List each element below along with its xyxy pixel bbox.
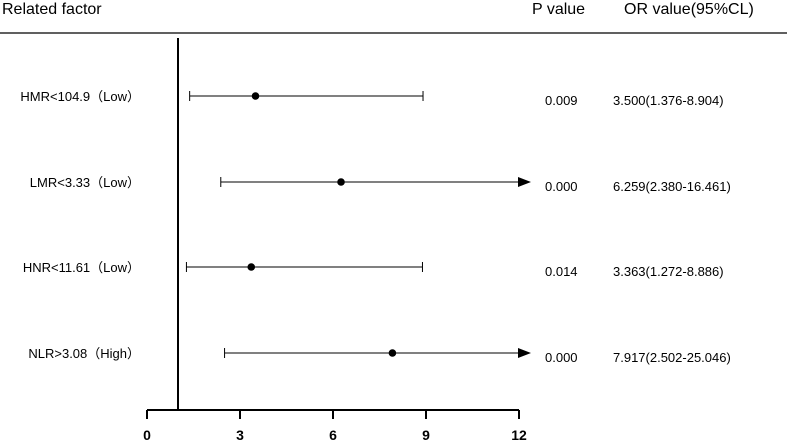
forest-row: LMR<3.33（Low） 0.000 6.259(2.380-16.461) bbox=[30, 175, 731, 194]
row-label: NLR>3.08（High） bbox=[28, 346, 140, 361]
or-ci-value: 3.500(1.376-8.904) bbox=[613, 93, 724, 108]
forest-row: NLR>3.08（High） 0.000 7.917(2.502-25.046) bbox=[28, 346, 730, 365]
or-ci-value: 3.363(1.272-8.886) bbox=[613, 264, 724, 279]
header-or-value: OR value(95%CL) bbox=[624, 1, 754, 18]
ci-arrow bbox=[518, 348, 531, 358]
forest-row: HMR<104.9（Low） 0.009 3.500(1.376-8.904) bbox=[20, 89, 723, 108]
x-tick-label: 0 bbox=[143, 427, 151, 443]
or-point bbox=[247, 263, 256, 271]
forest-rows: HMR<104.9（Low） 0.009 3.500(1.376-8.904) LMR… bbox=[20, 89, 730, 365]
row-label: HMR<104.9（Low） bbox=[20, 89, 140, 104]
or-ci-value: 6.259(2.380-16.461) bbox=[613, 179, 731, 194]
p-value: 0.000 bbox=[545, 350, 578, 365]
row-label: HNR<11.61（Low） bbox=[23, 260, 140, 275]
or-point bbox=[251, 92, 260, 100]
header-p-value: P value bbox=[532, 1, 585, 18]
or-ci-value: 7.917(2.502-25.046) bbox=[613, 350, 731, 365]
header-related-factor: Related factor bbox=[2, 1, 102, 18]
or-point bbox=[337, 178, 345, 186]
x-axis-ticks: 0 3 6 9 12 bbox=[143, 410, 527, 443]
forest-row: HNR<11.61（Low） 0.014 3.363(1.272-8.886) bbox=[23, 260, 724, 279]
p-value: 0.000 bbox=[545, 179, 578, 194]
ci-arrow bbox=[518, 177, 531, 187]
x-tick-label: 3 bbox=[236, 427, 244, 443]
p-value: 0.009 bbox=[545, 93, 578, 108]
x-tick-label: 12 bbox=[511, 427, 527, 443]
x-tick-label: 6 bbox=[329, 427, 337, 443]
x-tick-label: 9 bbox=[422, 427, 430, 443]
p-value: 0.014 bbox=[545, 264, 578, 279]
row-label: LMR<3.33（Low） bbox=[30, 175, 140, 190]
or-point bbox=[388, 349, 397, 357]
